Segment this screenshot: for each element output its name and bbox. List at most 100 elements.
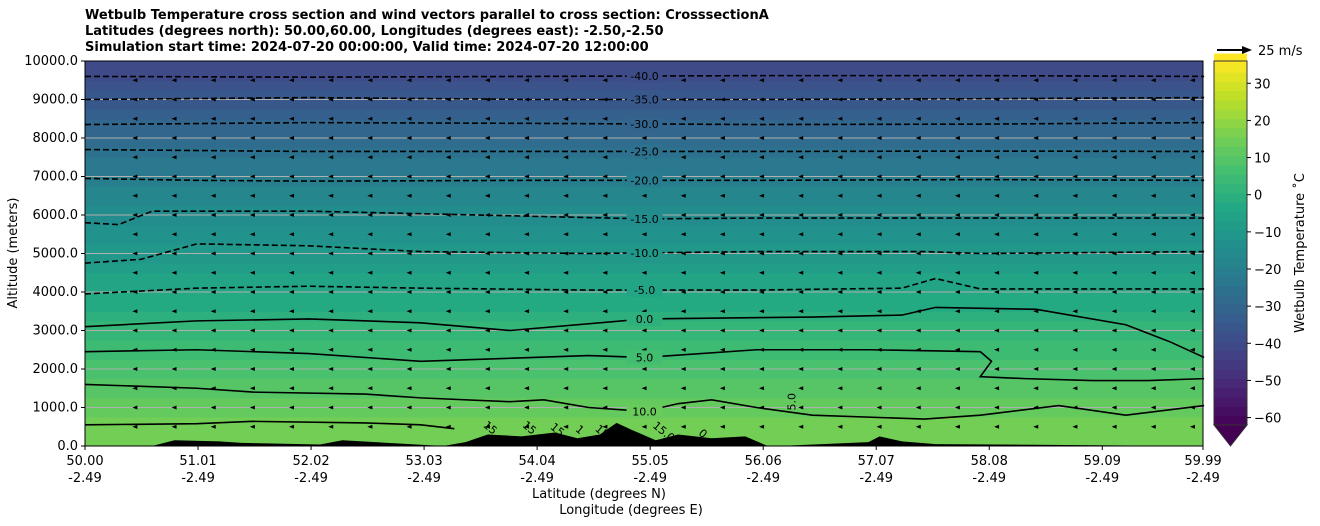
wind-vector-arrow bbox=[249, 193, 255, 198]
wind-vector-arrow bbox=[132, 193, 138, 198]
wind-vector-arrow bbox=[132, 251, 138, 256]
wind-vector-arrow bbox=[602, 347, 608, 352]
wind-vector-arrow bbox=[719, 347, 725, 352]
wind-vector-arrow bbox=[759, 251, 765, 256]
wind-vector-arrow bbox=[367, 232, 373, 237]
wind-vector-arrow bbox=[210, 232, 216, 237]
wind-vector-arrow bbox=[289, 309, 295, 314]
filled-contour-band bbox=[85, 330, 1203, 341]
wind-vector-arrow bbox=[367, 347, 373, 352]
wind-vector-arrow bbox=[1072, 328, 1078, 333]
wind-vector-arrow bbox=[602, 328, 608, 333]
wind-vector-arrow bbox=[1072, 367, 1078, 371]
wind-vector-arrow bbox=[563, 290, 569, 294]
wind-vector-arrow bbox=[1150, 78, 1156, 83]
wind-vector-arrow bbox=[641, 232, 647, 237]
wind-vector-arrow bbox=[445, 232, 451, 237]
wind-vector-arrow bbox=[1033, 386, 1039, 391]
wind-vector-arrow bbox=[837, 97, 843, 102]
wind-vector-arrow bbox=[406, 270, 412, 275]
wind-vector-arrow bbox=[994, 347, 1000, 352]
contour-label-background bbox=[626, 311, 663, 326]
wind-vector-arrow bbox=[1189, 213, 1195, 217]
wind-vector-arrow bbox=[524, 97, 530, 102]
wind-vector-arrow bbox=[249, 386, 255, 391]
y-axis-label: Altitude (meters) bbox=[6, 198, 21, 309]
colorbar-label: Wetbulb Temperature ˚C bbox=[1292, 173, 1308, 333]
wind-vector-arrow bbox=[1189, 174, 1195, 179]
colorbar-segment bbox=[1214, 174, 1247, 185]
wind-vector-arrow bbox=[719, 424, 725, 429]
wind-vector-arrow bbox=[289, 232, 295, 237]
contour-label: 5.0 bbox=[636, 351, 654, 364]
wind-vector-arrow bbox=[759, 386, 765, 391]
wind-vector-arrow bbox=[641, 193, 647, 198]
x-tick-label-longitude: -2.49 bbox=[1085, 471, 1119, 486]
x-axis-label: Latitude (degrees N) bbox=[532, 487, 666, 502]
wind-vector-arrow bbox=[915, 270, 921, 275]
wind-vector-arrow bbox=[876, 213, 882, 217]
wind-vector-arrow bbox=[210, 309, 216, 314]
wind-vector-arrow bbox=[719, 251, 725, 256]
wind-vector-arrow bbox=[602, 155, 608, 160]
contour-label-background bbox=[626, 92, 663, 107]
wind-vector-arrow bbox=[954, 290, 960, 294]
contour-line-15 bbox=[84, 420, 455, 430]
wind-vector-arrow bbox=[719, 367, 725, 371]
wind-vector-arrow bbox=[954, 270, 960, 275]
wind-vector-arrow bbox=[249, 213, 255, 217]
wind-vector-arrow bbox=[484, 193, 490, 198]
wind-vector-arrow bbox=[328, 270, 334, 275]
wind-vector-arrow bbox=[602, 270, 608, 275]
wind-vector-arrow bbox=[249, 78, 255, 83]
wind-vector-arrow bbox=[484, 270, 490, 275]
wind-vector-arrow bbox=[798, 155, 804, 160]
wind-vector-arrow bbox=[602, 405, 608, 410]
colorbar-segment bbox=[1214, 369, 1247, 380]
wind-vector-arrow bbox=[484, 328, 490, 333]
wind-vector-arrow bbox=[171, 405, 177, 410]
wind-vector-arrow bbox=[563, 328, 569, 333]
wind-vector-arrow bbox=[759, 270, 765, 275]
contour-label: -20.0 bbox=[630, 174, 658, 187]
wind-vector-arrow bbox=[1033, 251, 1039, 256]
wind-vector-arrow bbox=[1072, 290, 1078, 294]
wind-vector-arrow bbox=[1189, 309, 1195, 314]
wind-vector-arrow bbox=[680, 309, 686, 314]
wind-vector-arrow bbox=[680, 213, 686, 217]
wind-vector-arrow bbox=[719, 213, 725, 217]
wind-vector-arrow bbox=[915, 405, 921, 410]
wind-vector-arrow bbox=[445, 367, 451, 371]
wind-vector-arrow bbox=[680, 270, 686, 275]
contour-label-background bbox=[626, 245, 663, 260]
y-tick-label: 10000.0 bbox=[24, 54, 78, 69]
contour-label: -40.0 bbox=[630, 70, 658, 83]
wind-vector-arrow bbox=[524, 386, 530, 391]
wind-vector-arrow bbox=[132, 367, 138, 371]
contour-label: 10.0 bbox=[632, 405, 657, 418]
x-tick-label-latitude: 50.00 bbox=[66, 454, 103, 469]
wind-vector-arrow bbox=[406, 347, 412, 352]
wind-vector-arrow bbox=[406, 136, 412, 140]
y-tick-label: 2000.0 bbox=[33, 362, 79, 377]
wind-vector-arrow bbox=[994, 309, 1000, 314]
colorbar-segment bbox=[1214, 53, 1247, 64]
wind-vector-arrow bbox=[680, 367, 686, 371]
colorbar-tick-label: −40 bbox=[1254, 337, 1281, 352]
wind-vector-arrow bbox=[1072, 193, 1078, 198]
x-tick-label-latitude: 59.09 bbox=[1084, 454, 1121, 469]
wind-vector-arrow bbox=[954, 367, 960, 371]
wind-vector-arrow bbox=[289, 193, 295, 198]
wind-vector-arrow bbox=[1033, 270, 1039, 275]
filled-contour-band bbox=[85, 61, 1203, 72]
wind-vector-arrow bbox=[602, 193, 608, 198]
wind-vector-arrow bbox=[328, 367, 334, 371]
wind-vector-arrow bbox=[1189, 386, 1195, 391]
wind-vector-arrow bbox=[328, 136, 334, 140]
wind-vector-arrow bbox=[798, 386, 804, 391]
wind-vector-arrow bbox=[171, 193, 177, 198]
wind-vector-arrow bbox=[680, 290, 686, 294]
wind-vector-arrow bbox=[915, 232, 921, 237]
filled-contour-band bbox=[85, 109, 1203, 120]
wind-vector-arrow bbox=[954, 386, 960, 391]
